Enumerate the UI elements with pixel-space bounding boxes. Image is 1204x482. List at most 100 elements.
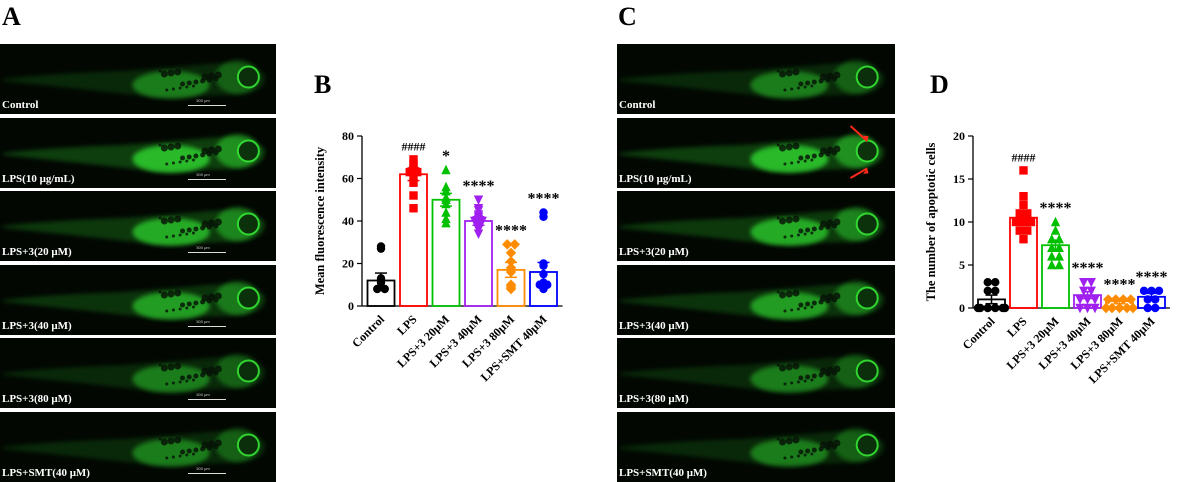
data-point xyxy=(441,186,451,196)
fish-image-label: LPS(10 μg/mL) xyxy=(619,172,692,185)
data-point xyxy=(1054,251,1064,261)
data-point xyxy=(409,191,418,200)
data-point xyxy=(1026,217,1036,227)
fish-image-panel: LPS+3(40 μM) 500 μm xyxy=(0,264,276,335)
fish-image-label: LPS+SMT(40 μM) xyxy=(2,466,90,479)
data-point xyxy=(505,266,517,278)
data-point xyxy=(1090,295,1100,305)
data-point xyxy=(1011,217,1021,227)
data-point xyxy=(505,283,517,295)
y-tick-label: 10 xyxy=(953,215,965,229)
data-point xyxy=(1015,226,1024,235)
data-point xyxy=(1082,303,1093,314)
fish-image-panel: LPS(10 μg/mL) 500 μm xyxy=(0,117,276,188)
fish-image-label: LPS+3(40 μM) xyxy=(619,319,689,332)
panel-letter-d: D xyxy=(930,70,949,99)
scatter-points xyxy=(973,278,1010,313)
fish-image-label: Control xyxy=(2,99,39,111)
y-tick-label: 60 xyxy=(342,172,354,186)
data-point xyxy=(1090,303,1100,314)
scale-bar: 500 μm xyxy=(188,392,227,400)
fish-image-panel: LPS+3(20 μM) xyxy=(617,191,895,261)
data-point xyxy=(1106,302,1118,314)
scale-bar-label: 500 μm xyxy=(196,318,210,324)
data-point xyxy=(1082,295,1093,305)
panel-letter-c: C xyxy=(618,2,637,31)
y-tick-label: 0 xyxy=(348,299,354,313)
panel-letter-a: A xyxy=(2,2,21,31)
data-point xyxy=(991,286,1000,295)
data-point xyxy=(376,242,386,251)
fish-image-panel: Control 500 μm xyxy=(0,44,276,114)
significance-label: **** xyxy=(1040,200,1072,217)
data-point xyxy=(1079,278,1089,288)
data-point xyxy=(1125,294,1136,305)
data-point xyxy=(1019,200,1028,209)
fish-image-label: LPS+3(20 μM) xyxy=(619,246,689,258)
scale-bar-label: 500 μm xyxy=(196,245,210,250)
data-point xyxy=(1023,226,1032,235)
fish-image-panel: LPS+3(80 μM) xyxy=(617,338,895,408)
chart-b-svg: 0 20 40 60 80 Mean fluorescence intensity Cont… xyxy=(313,129,563,384)
scatter-points xyxy=(373,242,389,294)
x-tick-label: LPS xyxy=(394,312,420,338)
data-point xyxy=(1000,303,1010,313)
fish-image-panel: LPS(10 μg/mL) xyxy=(617,117,895,188)
scale-bar: 500 μm xyxy=(188,98,227,106)
data-point xyxy=(441,217,451,228)
data-point xyxy=(539,261,548,270)
scatter-points xyxy=(470,195,487,239)
data-point xyxy=(1075,303,1085,314)
y-tick-label: 0 xyxy=(959,301,965,315)
fish-image-panel: LPS+3(80 μM) 500 μm xyxy=(0,338,276,408)
data-point xyxy=(1127,302,1139,314)
chart-b: 0 20 40 60 80 Mean fluorescence intensity Cont… xyxy=(300,110,600,480)
data-point xyxy=(441,207,451,217)
x-tick-label: LPS xyxy=(1004,314,1030,340)
significance-label: **** xyxy=(1104,277,1136,294)
data-point xyxy=(1054,259,1064,270)
data-point xyxy=(473,195,484,205)
scale-bar-label: 500 μm xyxy=(196,392,210,397)
data-point xyxy=(509,239,520,250)
significance-label: #### xyxy=(1012,150,1036,164)
data-point xyxy=(413,167,422,177)
significance-label: #### xyxy=(402,139,426,153)
scale-bar: 500 μm xyxy=(188,172,227,180)
y-axis-label: The number of apoptotic cells xyxy=(924,142,938,301)
significance-label: * xyxy=(442,148,450,165)
data-point xyxy=(505,256,517,267)
fish-image-label: Control xyxy=(619,99,656,111)
data-point xyxy=(1023,209,1032,218)
panel-letter-b: B xyxy=(314,70,332,99)
data-point xyxy=(405,167,414,177)
data-point xyxy=(539,212,548,221)
data-point xyxy=(539,284,548,294)
scale-bar-label: 500 μm xyxy=(196,465,210,471)
significance-label: **** xyxy=(463,178,495,195)
fish-image-label: LPS+3(20 μM) xyxy=(2,246,72,258)
significance-label: **** xyxy=(528,191,560,208)
y-tick-label: 80 xyxy=(342,129,354,143)
scatter-points xyxy=(1047,216,1064,270)
fish-image-label: LPS+3(80 μM) xyxy=(619,393,689,405)
y-axis-label: Mean fluorescence intensity xyxy=(313,146,327,295)
significance-label: **** xyxy=(1072,260,1104,277)
scatter-points xyxy=(1075,278,1100,314)
data-point xyxy=(1151,303,1160,313)
data-point xyxy=(1019,192,1028,201)
data-point xyxy=(473,229,484,239)
y-tick-label: 5 xyxy=(959,258,965,272)
scatter-points xyxy=(535,208,552,294)
data-point xyxy=(1047,234,1057,244)
x-tick-label: Control xyxy=(349,312,387,350)
fish-image-panel: Control xyxy=(617,44,895,114)
data-point xyxy=(409,155,418,164)
data-point xyxy=(1019,166,1028,175)
data-point xyxy=(1015,209,1024,218)
data-point xyxy=(1050,216,1061,227)
fish-image-label: LPS+3(40 μM) xyxy=(2,319,72,332)
data-point xyxy=(1103,294,1114,305)
data-point xyxy=(373,284,382,294)
y-tick-label: 40 xyxy=(342,214,354,228)
